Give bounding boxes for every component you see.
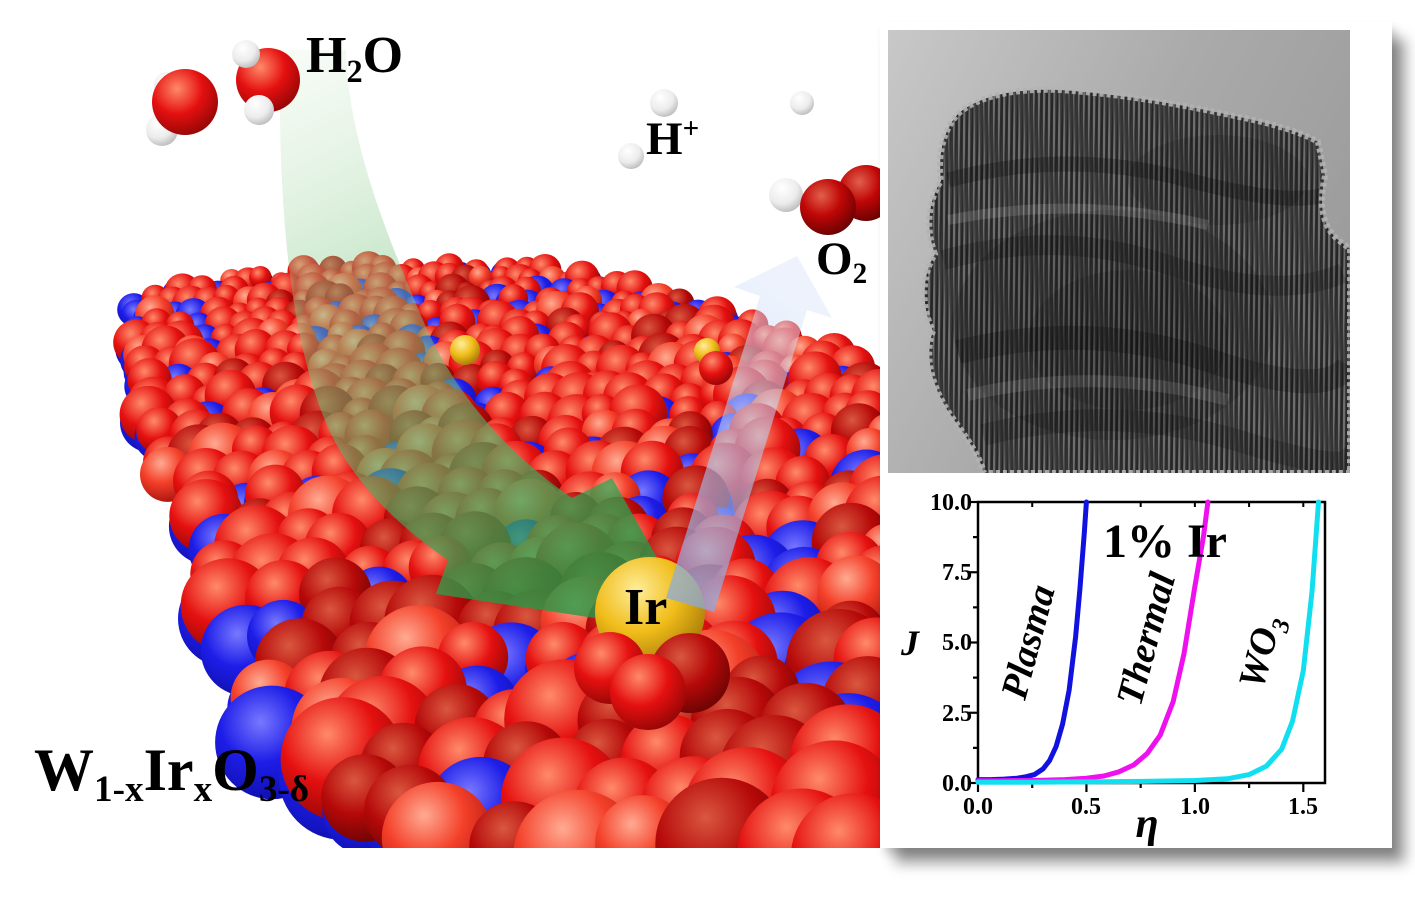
curve-label-wo3: WO3 [1231, 611, 1296, 695]
x-axis-label: η [1135, 801, 1158, 847]
chart-curves [975, 499, 1321, 785]
polarization-chart: 1% Ir 10.0 7.5 5.0 2.5 0.0 0.0 0.5 1.0 1… [900, 490, 1327, 847]
tem-nanoparticle [924, 89, 1350, 473]
hrtem-image [888, 30, 1350, 473]
y-tick-2-5: 2.5 [942, 701, 972, 727]
x-tick-0: 0.0 [963, 794, 993, 820]
x-tick-0-5: 0.5 [1071, 794, 1101, 820]
gas-molecules [146, 40, 894, 235]
y-tick-0: 0.0 [942, 771, 972, 797]
wo3-crystal-slab [113, 251, 885, 848]
y-axis-label: J [900, 623, 920, 663]
curve-label-thermal: Thermal [1109, 568, 1185, 710]
curve-label-plasma: Plasma [993, 580, 1064, 704]
proton-label: H+ [646, 112, 700, 165]
y-tick-7-5: 7.5 [942, 560, 972, 586]
h2o-label: H2O [306, 27, 404, 89]
iridium-atom-label: Ir [624, 579, 668, 636]
tem-particle-rim [921, 86, 1350, 473]
x-tick-1-5: 1.5 [1288, 794, 1318, 820]
x-tick-1: 1.0 [1180, 794, 1210, 820]
chart-title: 1% Ir [1103, 515, 1227, 568]
y-tick-10: 10.0 [930, 490, 972, 516]
water-adsorption-arrow [279, 50, 700, 634]
compound-formula: W1-xIrxO3-δ [34, 737, 310, 811]
results-panel: 1% Ir 10.0 7.5 5.0 2.5 0.0 0.0 0.5 1.0 1… [880, 22, 1392, 848]
o2-label: O2 [816, 233, 868, 290]
oxygen-evolution-arrow [666, 256, 832, 612]
y-tick-5: 5.0 [942, 630, 972, 656]
iridium-dopant-atoms [450, 335, 733, 385]
